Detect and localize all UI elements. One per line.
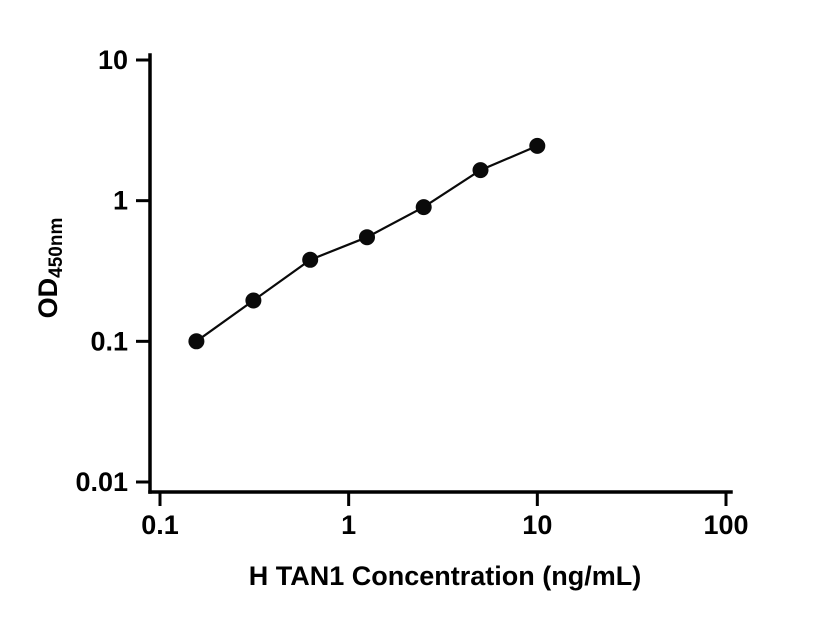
- x-tick-label: 100: [703, 510, 748, 540]
- data-point: [359, 229, 375, 246]
- x-tick-label: 0.1: [141, 510, 179, 540]
- data-point: [472, 162, 489, 179]
- data-point: [302, 251, 319, 268]
- y-tick-label: 1: [113, 186, 128, 216]
- x-tick-label: 1: [341, 510, 356, 540]
- data-point: [529, 137, 546, 154]
- axes: [148, 53, 733, 494]
- tick-marks: [136, 58, 728, 506]
- y-tick-label: 10: [98, 45, 128, 75]
- data-point: [415, 199, 432, 216]
- y-tick-label: 0.1: [90, 326, 128, 356]
- data-point: [245, 292, 262, 309]
- tick-labels: 0.1 1 10 100 0.01 0.1 1 10: [75, 45, 748, 540]
- x-axis-label: H TAN1 Concentration (ng/mL): [249, 561, 641, 591]
- data-point: [188, 333, 205, 350]
- y-tick-label: 0.01: [75, 467, 128, 497]
- x-tick-label: 10: [522, 510, 552, 540]
- y-axis-label: OD450nm: [33, 218, 67, 319]
- data-series: [188, 137, 546, 350]
